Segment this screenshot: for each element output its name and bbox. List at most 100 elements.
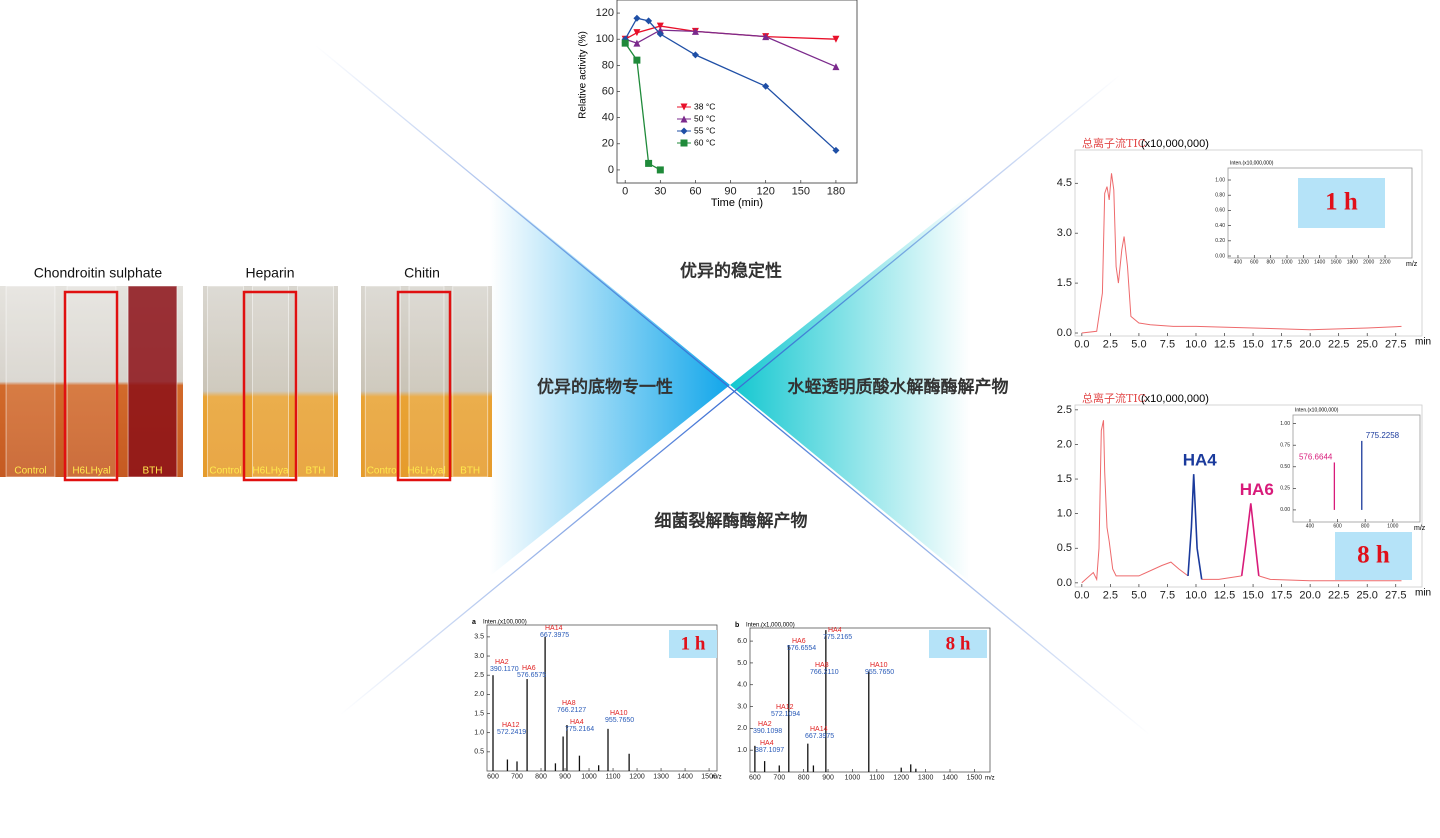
y-tick-label: 0.0 [1057, 577, 1072, 589]
x-tick-label: 2000 [1363, 259, 1374, 265]
badge: 8 h [946, 633, 971, 654]
y-tick-label: 40 [602, 112, 614, 124]
legend-label: 38 °C [694, 101, 715, 111]
y-tick-label: 2.5 [474, 672, 484, 679]
x-tick-label: 1000 [1281, 259, 1292, 265]
x-tick-label: 22.5 [1328, 590, 1349, 602]
tube-label: H6LHyal [72, 466, 110, 477]
x-tick-label: 1200 [629, 773, 645, 780]
photo-title: Chitin [404, 265, 440, 281]
annotation-name: HA6 [792, 638, 806, 645]
x-tick-label: 7.5 [1160, 590, 1175, 602]
y-tick-label: 1.0 [737, 747, 747, 754]
x-tick-label: 1000 [845, 774, 861, 781]
tube-label: BTH [460, 466, 480, 477]
highlight-box [63, 290, 119, 482]
x-tick-label: 1500 [967, 774, 983, 781]
annotation-mz: 955.7650 [605, 717, 634, 724]
inset-x-label: m/z [1406, 261, 1418, 268]
annotation-name: HA2 [758, 721, 772, 728]
annotation-name: HA12 [776, 704, 794, 711]
y-tick-label: 1.0 [1057, 508, 1072, 520]
marker [633, 56, 641, 64]
y-tick-label: 80 [602, 59, 614, 71]
marker [832, 146, 840, 154]
y-tick-label: 0.80 [1215, 193, 1225, 199]
inset-y-label: Inten.(x10,000,000) [1230, 160, 1274, 166]
x-tick-label: 1400 [677, 773, 693, 780]
x-tick-label: 10.0 [1185, 339, 1206, 351]
tube [452, 285, 489, 478]
chart-title: 总离子流TIC [1082, 136, 1146, 150]
x-tick-label: 27.5 [1385, 339, 1406, 351]
y-axis-label: Inten.(x100,000) [483, 620, 527, 626]
diagonal [314, 44, 1151, 736]
x-tick-label: 12.5 [1214, 339, 1235, 351]
tube [252, 285, 289, 478]
annotation-mz: 955.7650 [865, 669, 894, 676]
marker [656, 166, 664, 174]
photo-title: Chondroitin sulphate [34, 265, 163, 281]
y-tick-label: 0.20 [1215, 238, 1225, 244]
y-tick-label: 0.00 [1280, 507, 1290, 513]
x-tick-label: 60 [689, 186, 701, 198]
x-tick-label: 600 [1250, 259, 1259, 265]
x-tick-label: 900 [822, 774, 834, 781]
marker [656, 30, 664, 38]
tube-label: H6LHyal [407, 466, 445, 477]
legend-label: 60 °C [694, 137, 715, 147]
x-tick-label: 150 [792, 186, 810, 198]
x-tick-label: 800 [1266, 259, 1275, 265]
x-tick-label: 800 [535, 773, 547, 780]
x-tick-label: 0 [622, 186, 628, 198]
series-line [624, 42, 661, 171]
y-tick-label: 0 [608, 164, 614, 176]
y-tick-label: 1.0 [474, 730, 484, 737]
x-tick-label: 900 [559, 773, 571, 780]
annotation-mz: 572.2419 [497, 729, 526, 736]
x-axis-label: min [1415, 588, 1431, 599]
plot-frame [616, 0, 858, 184]
x-tick-label: 120 [757, 186, 775, 198]
marker [645, 159, 653, 167]
tube [364, 285, 401, 478]
annotation-name: HA6 [522, 665, 536, 672]
x-tick-label: 800 [798, 774, 810, 781]
x-tick-label: 90 [724, 186, 736, 198]
x-tick-label: 1100 [606, 773, 621, 780]
chart-subtitle: (x10,000,000) [1141, 138, 1209, 150]
annotation-name: HA8 [815, 662, 829, 669]
y-tick-label: 3.0 [1057, 227, 1072, 239]
marker [762, 82, 770, 90]
badge-box [1298, 178, 1385, 228]
y-tick-label: 2.0 [474, 691, 484, 698]
x-axis-label: min [1415, 337, 1431, 348]
annotation-name: HA10 [870, 662, 888, 669]
x-tick-label: 15.0 [1242, 339, 1263, 351]
x-tick-label: 17.5 [1271, 590, 1292, 602]
y-tick-label: 0.40 [1215, 223, 1225, 229]
x-tick-label: 1200 [893, 774, 909, 781]
y-tick-label: 60 [602, 85, 614, 97]
tube-label: H6LHya [252, 466, 289, 477]
x-tick-label: 20.0 [1299, 339, 1320, 351]
x-tick-label: 1400 [1314, 259, 1325, 265]
series-line [624, 25, 836, 40]
annotation-mz: 766.2110 [810, 669, 839, 676]
x-tick-label: 1300 [918, 774, 934, 781]
marker [645, 17, 653, 25]
tube [297, 285, 334, 478]
x-tick-label: 800 [1361, 523, 1370, 529]
x-tick-label: 30 [654, 186, 666, 198]
left-fan [490, 188, 730, 576]
annotation-mz: 572.1094 [771, 711, 800, 718]
annotation-name: HA4 [828, 627, 842, 634]
x-tick-label: 400 [1234, 259, 1243, 265]
badge-box [1335, 532, 1412, 580]
y-axis-label: Relative activity (%) [578, 31, 589, 119]
label-bottom: 细菌裂解酶酶解产物 [655, 510, 808, 530]
marker [633, 39, 641, 47]
x-tick-label: 700 [511, 773, 523, 780]
tube-label: Control [367, 466, 399, 477]
